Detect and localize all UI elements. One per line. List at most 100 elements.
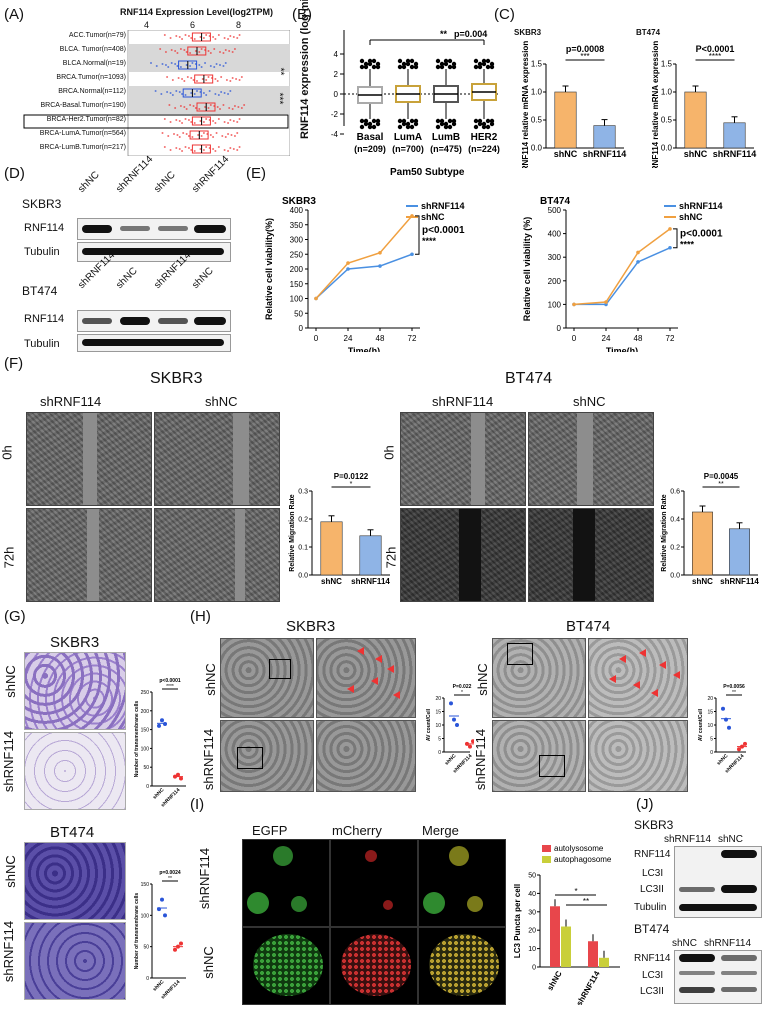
- scatter-point: [160, 718, 164, 723]
- axis-tick: 0.0: [531, 144, 543, 153]
- axis-tick: 15: [435, 710, 441, 716]
- bar: [684, 91, 707, 149]
- panel-b-tick: 0: [334, 90, 339, 99]
- axis-tick: 100: [290, 295, 304, 304]
- panel-a-point: [202, 132, 205, 134]
- panel-a-point: [179, 48, 182, 50]
- panel-a-point: [232, 36, 235, 38]
- scatter-point: [173, 947, 177, 952]
- panel-j-row: RNF114: [634, 849, 671, 860]
- bar: [320, 521, 343, 576]
- axis-tick: 100: [548, 300, 562, 309]
- panel-b-outlier: [397, 58, 403, 64]
- panel-a-point: [214, 150, 217, 152]
- x-label: shNC: [152, 787, 166, 801]
- panel-b-outlier: [375, 118, 381, 124]
- panel-a-point: [200, 135, 203, 137]
- panel-b-outlier: [363, 118, 369, 124]
- panel-a-point: [207, 76, 210, 78]
- axis-tick: 30: [528, 909, 536, 916]
- x-label: shNC: [152, 979, 166, 993]
- panel-f-col: shRNF114: [40, 394, 102, 409]
- panel-a-point: [194, 50, 197, 52]
- panel-a-point: [183, 106, 186, 108]
- panel-b-outlier: [443, 61, 449, 67]
- panel-f-bt474-title: BT474: [505, 370, 553, 387]
- panel-c-chart: 1.5 1.0 0.5 0.0 shNC shRNF114 P<0.0001 **** RNF1…: [646, 40, 758, 172]
- scatter-point: [721, 706, 725, 711]
- panel-a-point: [202, 92, 205, 94]
- panel-b-outlier: [375, 64, 381, 70]
- bar: [692, 511, 713, 576]
- panel-d-skbr3-label: SKBR3: [22, 197, 62, 211]
- sig-mark: ****: [709, 52, 721, 61]
- panel-b-outlier: [413, 118, 419, 124]
- panel-a-point: [220, 91, 223, 93]
- axis-tick: 350: [290, 221, 304, 230]
- panel-a-point: [167, 135, 170, 137]
- axis-tick: 200: [141, 709, 150, 715]
- panel-a-point: [205, 118, 208, 120]
- panel-a-point: [227, 93, 230, 95]
- axis-tick: 50: [143, 945, 149, 951]
- panel-j-col: shRNF114: [704, 938, 752, 949]
- panel-j-col: shNC: [672, 938, 698, 949]
- panel-b-outlier: [435, 118, 441, 124]
- sig-mark: **: [168, 876, 172, 882]
- panel-j-bt474-label: BT474: [634, 922, 670, 936]
- panel-a-point: [209, 134, 212, 136]
- panel-g-skbr3-chart: 250 200 150 100 50 0 shNC shRNF114 p<0.0001 **** N…: [126, 672, 190, 812]
- blot-skbr3-rnf114: [77, 218, 231, 240]
- panel-j-col: shRNF114: [664, 834, 712, 845]
- bar: [359, 535, 382, 576]
- panel-a-point: [160, 93, 163, 95]
- panel-a-point: [163, 146, 166, 148]
- panel-a-point: [212, 136, 215, 138]
- red-arrow-icon: [393, 691, 400, 699]
- panel-a-point: [183, 49, 186, 51]
- em-skbr3-shrnf114: [220, 720, 314, 792]
- panel-a-point: [150, 62, 152, 64]
- y-label: LC3 Puncta per cell: [513, 884, 522, 958]
- panel-a-point: [199, 148, 202, 150]
- panel-d-col: shRNF114: [190, 153, 232, 195]
- em-bt474-shnc: [492, 638, 586, 718]
- scatter-point: [455, 723, 459, 727]
- scatter-point: [449, 701, 453, 706]
- axis-tick: 400: [548, 230, 562, 239]
- panel-i-col: mCherry: [332, 823, 382, 838]
- panel-b-outlier: [489, 64, 495, 70]
- panel-b-outlier: [409, 64, 415, 70]
- x-label: shNC: [321, 577, 342, 586]
- panel-b-outlier: [371, 118, 377, 124]
- sig-mark: **: [583, 897, 589, 906]
- axis-tick: 0.0: [298, 573, 308, 580]
- panel-a-point: [184, 94, 187, 96]
- axis-tick: 1.0: [661, 88, 673, 97]
- panel-b-outlier: [481, 61, 487, 67]
- panel-a-row-label: BRCA-Her2.Tumor(n=82): [46, 116, 126, 123]
- sig-mark: ***: [580, 52, 589, 61]
- axis-tick: 1.0: [531, 88, 543, 97]
- panel-a-point: [219, 51, 221, 53]
- panel-a-point: [181, 122, 184, 124]
- panel-a-point: [169, 149, 172, 151]
- panel-a-point: [225, 79, 228, 81]
- panel-a-point: [207, 107, 210, 109]
- panel-a-point: [175, 119, 178, 121]
- panel-a-point: [202, 37, 205, 39]
- panel-f-col: shNC: [205, 394, 238, 409]
- fluor-shrnf114-merge: [418, 839, 506, 927]
- panel-b-outlier: [489, 118, 495, 124]
- axis-tick: 250: [141, 690, 150, 696]
- p-value: P=0.0045: [704, 472, 739, 481]
- series-point: [636, 250, 640, 255]
- scatter-point: [471, 739, 475, 744]
- panel-a-point: [214, 78, 217, 80]
- panel-d: SKBR3 RNF114 Tubulin BT474 RNF114 Tubuli…: [4, 154, 244, 352]
- panel-a-point: [236, 37, 239, 39]
- panel-a-point: [178, 136, 181, 138]
- panel-a-point: [232, 148, 235, 150]
- panel-b-outlier: [477, 64, 483, 70]
- panel-b-outlier: [485, 64, 491, 70]
